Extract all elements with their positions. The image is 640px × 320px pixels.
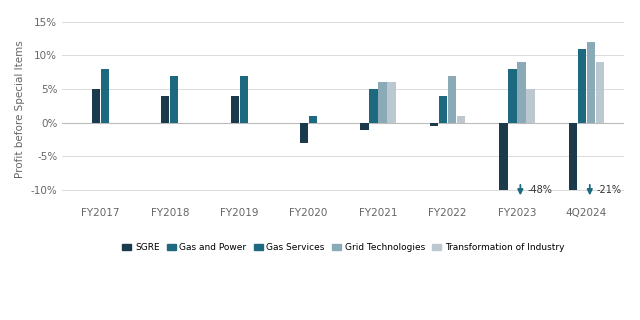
Bar xyxy=(100,69,109,123)
Legend: SGRE, Gas and Power, Gas Services, Grid Technologies, Transformation of Industry: SGRE, Gas and Power, Gas Services, Grid … xyxy=(119,239,568,256)
Bar xyxy=(448,76,456,123)
Bar xyxy=(92,89,100,123)
Bar xyxy=(369,89,378,123)
Bar xyxy=(508,69,516,123)
Bar xyxy=(578,49,586,123)
Bar xyxy=(439,96,447,123)
Bar xyxy=(161,96,170,123)
Bar xyxy=(587,42,595,123)
Bar xyxy=(517,62,525,123)
Bar xyxy=(360,123,369,130)
Bar xyxy=(596,62,604,123)
Bar xyxy=(387,82,396,123)
Text: -48%: -48% xyxy=(527,185,552,195)
Bar xyxy=(499,123,508,190)
Bar xyxy=(378,82,387,123)
Bar xyxy=(239,76,248,123)
Y-axis label: Profit before Special Items: Profit before Special Items xyxy=(15,40,25,178)
Bar xyxy=(568,123,577,190)
Bar xyxy=(457,116,465,123)
Bar xyxy=(430,123,438,126)
Bar xyxy=(170,76,179,123)
Bar xyxy=(526,89,534,123)
Bar xyxy=(230,96,239,123)
Bar xyxy=(300,123,308,143)
Text: -21%: -21% xyxy=(596,185,621,195)
Bar xyxy=(309,116,317,123)
